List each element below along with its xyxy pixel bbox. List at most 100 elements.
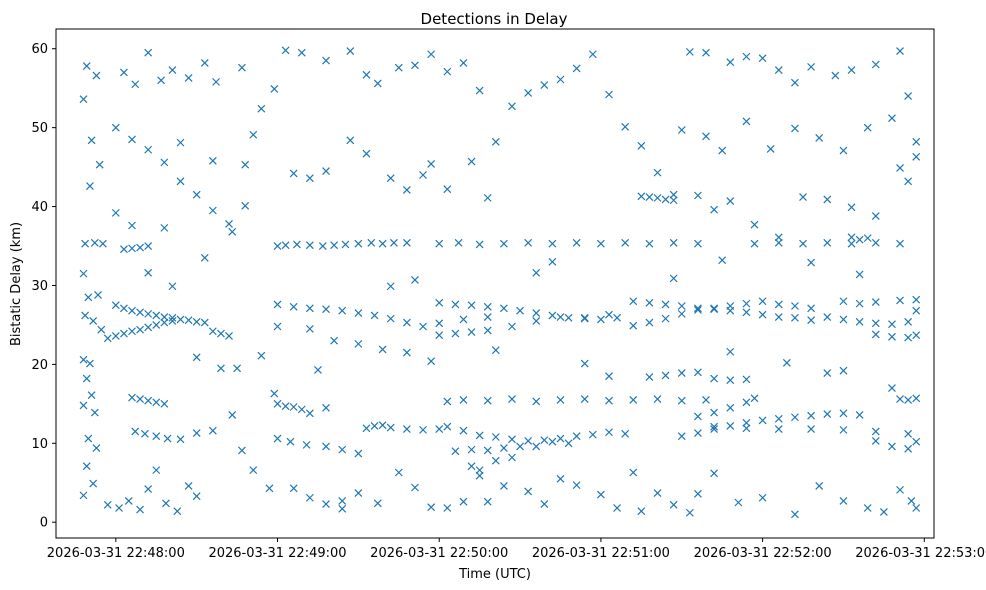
data-point-marker [694,368,702,377]
data-point-marker [163,434,172,443]
data-point-marker [322,56,330,65]
data-point-marker [435,319,444,328]
data-point-marker [427,503,436,512]
data-point-marker [305,304,314,313]
data-point-marker [467,445,476,454]
data-point-marker [131,427,140,436]
data-point-marker [89,479,98,488]
data-point-marker [84,293,93,302]
data-point-marker [111,123,120,132]
data-point-marker [95,160,104,169]
data-point-marker [677,396,686,405]
data-point-marker [354,449,363,458]
data-point-marker [532,317,541,325]
data-point-marker [580,313,589,322]
data-point-marker [491,433,500,441]
data-point-marker [128,327,136,336]
data-point-marker [427,357,436,366]
data-point-marker [322,403,330,412]
data-point-marker [685,47,694,56]
data-point-marker [726,58,735,67]
data-point-marker [710,304,719,313]
data-point-marker [629,297,638,306]
data-point-marker [281,46,290,55]
data-point-marker [524,437,533,445]
data-point-marker [912,295,921,304]
data-point-marker [912,331,921,340]
data-point-marker [338,306,347,315]
data-point-marker [411,61,419,70]
data-point-marker [370,311,379,320]
data-point-marker [411,276,419,284]
data-point-marker [726,403,735,412]
data-point-marker [160,399,169,408]
data-point-marker [726,422,735,430]
data-point-marker [475,471,484,480]
data-point-marker [305,241,314,250]
data-point-marker [580,395,589,404]
data-point-marker [524,238,533,247]
data-point-marker [677,126,686,134]
data-point-marker [888,114,896,123]
data-point-marker [596,315,605,324]
data-point-marker [217,329,225,338]
data-point-marker [241,160,250,169]
data-point-marker [823,313,832,321]
data-point-marker [508,395,516,404]
data-point-marker [871,319,880,328]
data-point-marker [791,413,799,422]
data-point-marker [467,328,476,336]
data-point-marker [839,496,848,505]
data-point-marker [273,322,282,331]
data-point-marker [653,489,662,497]
data-point-marker [694,412,702,421]
data-point-marker [354,309,363,318]
data-point-marker [694,191,702,200]
data-point-marker [79,491,88,500]
data-point-marker [758,416,767,425]
data-point-marker [855,317,864,326]
data-point-marker [451,300,460,309]
data-point-marker [367,238,376,247]
data-point-marker [637,507,646,516]
data-point-marker [289,484,298,493]
data-point-marker [815,481,824,490]
data-point-marker [341,240,350,249]
data-point-marker [128,221,136,230]
data-point-marker [499,239,508,248]
data-point-marker [273,242,282,250]
data-point-marker [879,508,888,516]
data-point-marker [338,504,347,513]
data-point-marker [443,67,452,76]
data-point-marker [128,135,136,144]
data-point-marker [289,302,298,311]
data-point-marker [774,233,783,242]
data-point-marker [82,462,91,471]
data-point-marker [645,318,654,327]
data-point-marker [354,489,363,497]
data-point-marker [807,62,816,71]
data-point-marker [661,300,670,309]
data-point-marker [807,411,816,420]
data-point-marker [144,242,153,250]
data-point-marker [516,442,524,451]
data-point-marker [855,270,864,279]
data-point-marker [904,333,913,342]
data-point-marker [302,440,311,449]
y-axis-ticks: 0 10 20 30 40 50 60 [31,42,56,531]
data-point-marker [855,410,864,419]
data-point-marker [136,395,145,404]
data-point-marker [128,306,136,315]
data-point-marker [791,510,799,519]
data-point-marker [758,310,767,319]
data-point-marker [483,302,492,311]
data-point-marker [532,397,541,406]
data-point-marker [81,239,90,248]
data-point-marker [402,318,411,327]
data-point-marker [847,239,856,248]
data-point-marker [605,90,613,99]
data-point-marker [86,359,94,368]
data-point-marker [249,130,258,139]
data-point-marker [596,490,605,499]
